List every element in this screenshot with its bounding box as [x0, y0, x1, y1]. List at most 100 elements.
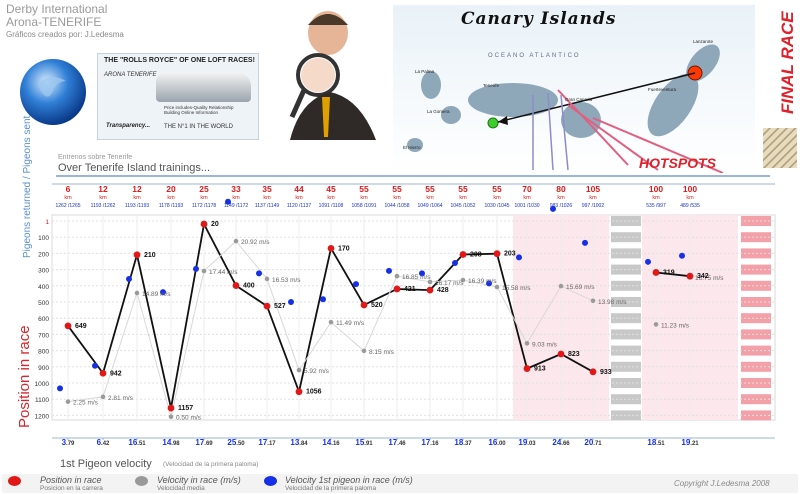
velocity-label: 16.85 m/s	[402, 274, 431, 281]
position-label: 1157	[178, 405, 193, 412]
position-point	[167, 404, 175, 412]
distance-label: 55	[392, 184, 402, 194]
map-island-el-hierro: El Hierro	[403, 145, 421, 150]
first-velocity-point	[452, 260, 458, 267]
returned-sent-label: 1193 /1193	[125, 203, 150, 209]
first-velocity-tick: 20.71	[584, 438, 602, 447]
header-subtitle: Gráficos creados por: J.Ledesma	[6, 30, 124, 39]
ad-bullets: Price includes-Quality Relationship Buil…	[164, 105, 234, 115]
map-title: Canary Islands	[461, 9, 617, 29]
position-point	[523, 365, 531, 372]
position-point	[493, 250, 501, 258]
position-label: 208	[470, 251, 482, 258]
distance-unit: km	[360, 195, 368, 201]
legend-marker-first-velocity	[264, 476, 277, 486]
distance-unit: km	[557, 195, 565, 201]
legend-sub-velocity: Velocidad media	[157, 485, 205, 492]
velocity-point	[233, 238, 239, 244]
first-velocity-point	[516, 254, 522, 261]
y-tick-label: 1	[45, 219, 49, 226]
velocity-label: 2.81 m/s	[108, 395, 134, 402]
distance-label: 35	[262, 184, 272, 194]
position-label: 1056	[306, 389, 322, 396]
velocity-label: 2.25 m/s	[73, 400, 99, 407]
distance-unit: km	[263, 195, 271, 201]
legend-sub-position: Posicion en la carrera	[40, 485, 103, 492]
velocity-point	[201, 268, 207, 274]
position-point	[133, 251, 141, 259]
distance-unit: km	[295, 195, 303, 201]
velocity-point	[427, 279, 433, 285]
velocity-label: 16.75 m/s	[695, 275, 724, 282]
ad-transparency: Transparency...	[106, 123, 151, 129]
y-tick-label: 100	[38, 235, 49, 242]
first-velocity-tick: 14.98	[162, 438, 180, 447]
first-velocity-point	[160, 289, 166, 296]
distance-label: 100	[649, 184, 663, 194]
first-velocity-tick: 18.37	[454, 438, 472, 447]
velocity-label: 11.23 m/s	[661, 322, 690, 329]
distance-unit: km	[393, 195, 401, 201]
section-small-title: Entrenos sobre Tenerife	[58, 154, 133, 161]
returned-sent-label: 1178 /1193	[159, 203, 184, 209]
y-tick-label: 600	[38, 316, 49, 323]
velocity-point	[168, 414, 174, 420]
position-label: 342	[697, 273, 709, 280]
velocity-label: 5.92 m/s	[304, 368, 330, 375]
distance-unit: km	[99, 195, 107, 201]
legend-marker-velocity	[135, 476, 148, 486]
first-velocity-point	[353, 281, 359, 288]
distance-unit: km	[200, 195, 208, 201]
velocity-label: 14.89 m/s	[142, 291, 171, 298]
first-velocity-tick: 13.84	[290, 438, 308, 447]
distance-unit: km	[652, 195, 660, 201]
distance-label: 12	[98, 184, 108, 194]
distance-unit: km	[327, 195, 335, 201]
position-label: 210	[144, 252, 156, 259]
first-velocity-point	[256, 270, 262, 277]
returned-sent-label: 1045 /1052	[450, 203, 475, 209]
distance-label: 20	[166, 184, 176, 194]
distance-label: 80	[556, 184, 566, 194]
velocity-label: 13.98 m/s	[598, 299, 627, 306]
returned-sent-label: 489 /535	[680, 203, 700, 209]
first-velocity-point	[92, 362, 98, 369]
distance-unit: km	[459, 195, 467, 201]
distance-label: 25	[199, 184, 209, 194]
position-point	[589, 368, 597, 376]
velocity-label: 16.53 m/s	[272, 277, 301, 284]
distance-unit: km	[426, 195, 434, 201]
velocity-point	[296, 367, 302, 373]
position-point	[652, 269, 660, 276]
velocity-point	[494, 284, 500, 290]
velocity-label: 15.69 m/s	[566, 284, 595, 291]
returned-sent-label: 1193 /1262	[91, 203, 116, 209]
returned-sent-label: 1149 /1172	[224, 203, 249, 209]
position-point	[557, 350, 565, 358]
returned-sent-label: 983 /1026	[550, 203, 572, 209]
position-label: 400	[243, 283, 255, 290]
first-velocity-tick: 24.66	[552, 438, 570, 447]
position-label: 170	[338, 245, 350, 252]
header-title-line1: Derby International	[6, 2, 108, 16]
returned-sent-label: 997 /1002	[582, 203, 604, 209]
returned-sent-label: 1030 /1045	[484, 203, 509, 209]
y-tick-label: 400	[38, 284, 49, 291]
distance-label: 12	[132, 184, 142, 194]
first-velocity-tick: 17.17	[258, 438, 276, 447]
distance-label: 105	[586, 184, 600, 194]
distance-label: 33	[231, 184, 241, 194]
velocity-point	[264, 276, 270, 282]
velocity-label: 15.58 m/s	[502, 285, 531, 292]
position-point	[459, 251, 467, 258]
position-label: 428	[437, 287, 449, 294]
y-tick-label: 200	[38, 251, 49, 258]
first-velocity-point	[679, 252, 685, 259]
position-point	[686, 272, 694, 280]
distance-unit: km	[232, 195, 240, 201]
first-velocity-tick: 19.03	[518, 438, 536, 447]
velocity-axis-title: 1st Pigeon velocity	[60, 458, 152, 470]
velocity-label: 16.39 m/s	[468, 278, 497, 285]
velocity-point	[134, 290, 140, 296]
y-tick-label: 900	[38, 365, 49, 372]
